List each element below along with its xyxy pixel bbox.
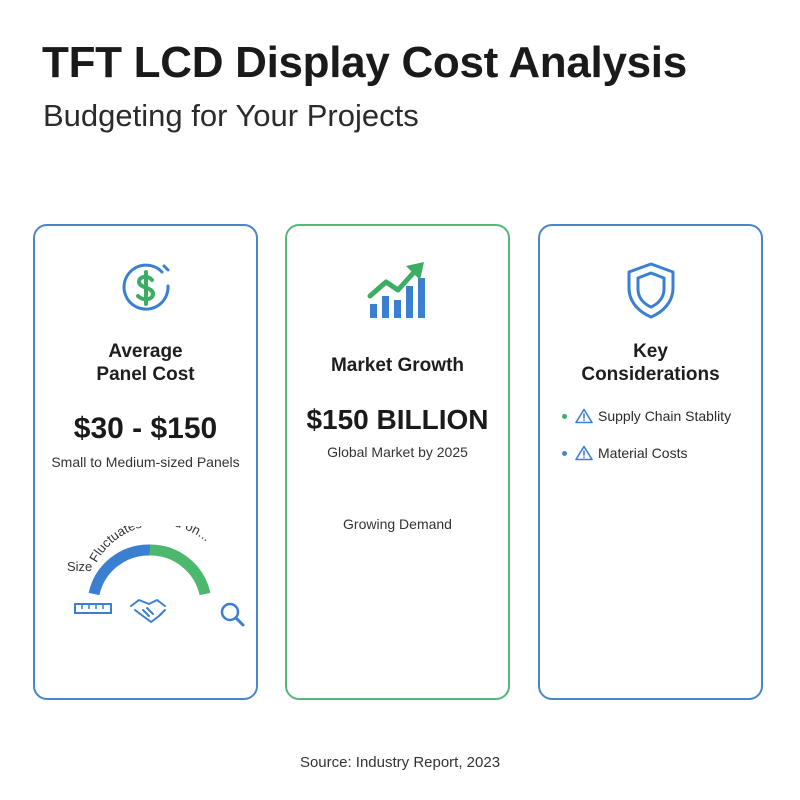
consideration-label: Material Costs bbox=[598, 445, 688, 461]
bullet-dot bbox=[562, 450, 567, 456]
gauge-arc-blue bbox=[88, 544, 151, 596]
market-size-value: $150 BILLION bbox=[306, 404, 489, 435]
card-heading: Market Growth bbox=[330, 355, 465, 376]
warning-icon bbox=[575, 445, 593, 461]
bullet-dot bbox=[562, 413, 567, 419]
growth-chart-icon bbox=[367, 262, 425, 318]
consideration-label: Supply Chain Stablity bbox=[598, 408, 732, 424]
ruler-icon bbox=[74, 603, 112, 614]
cost-gauge: Fluctuates based on... Size bbox=[55, 513, 245, 641]
gauge-arc-green bbox=[149, 544, 211, 596]
dollar-icon bbox=[122, 263, 170, 311]
page-title: TFT LCD Display Cost Analysis bbox=[42, 38, 687, 87]
market-growth-card: Market Growth $150 BILLION Global Market… bbox=[285, 224, 510, 700]
card-heading: Key Considerations bbox=[581, 341, 720, 385]
magnifier-icon bbox=[220, 602, 245, 627]
list-item: Supply Chain Stablity bbox=[562, 408, 731, 424]
market-size-caption: Global Market by 2025 bbox=[327, 444, 468, 460]
panel-cost-value: $30 - $150 bbox=[73, 412, 218, 445]
page-subtitle: Budgeting for Your Projects bbox=[43, 98, 419, 133]
card-heading: Average Panel Cost bbox=[96, 341, 195, 385]
list-item: Material Costs bbox=[562, 445, 687, 461]
average-panel-cost-card: Average Panel Cost $30 - $150 Small to M… bbox=[33, 224, 258, 700]
gauge-side-label: Size bbox=[67, 559, 92, 574]
key-considerations-card: Key Considerations Supply Chain Stablity… bbox=[538, 224, 763, 700]
source-note: Source: Industry Report, 2023 bbox=[299, 754, 501, 771]
warning-icon bbox=[575, 408, 593, 424]
shield-icon bbox=[627, 262, 674, 319]
panel-cost-caption: Small to Medium-sized Panels bbox=[51, 454, 240, 470]
growth-note: Growing Demand bbox=[343, 516, 452, 532]
handshake-icon bbox=[130, 599, 166, 623]
